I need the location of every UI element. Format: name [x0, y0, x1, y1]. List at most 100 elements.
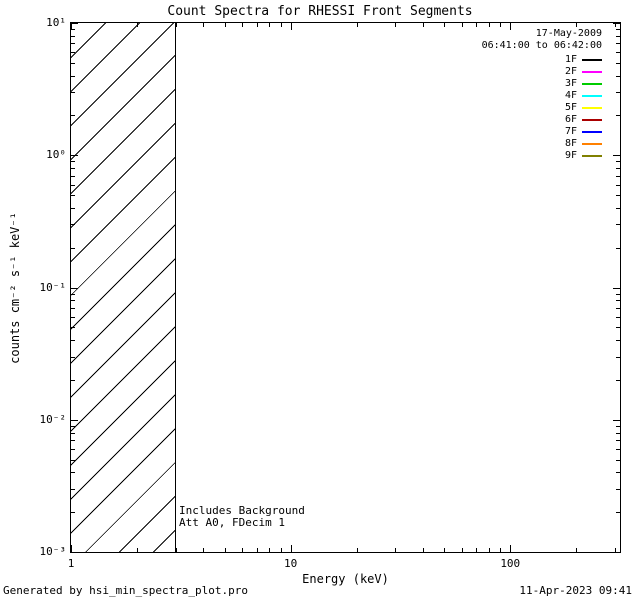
x-tick	[510, 23, 512, 30]
x-tick	[500, 23, 502, 27]
y-tick	[616, 449, 620, 451]
y-tick	[71, 247, 75, 249]
y-tick	[613, 23, 620, 24]
y-tick	[616, 247, 620, 249]
legend-entries: 1F 2F 3F 4F 5F 6F 7F 8F 9F	[482, 54, 602, 162]
x-tick	[615, 23, 617, 27]
y-tick	[616, 161, 620, 163]
y-tick	[616, 327, 620, 329]
y-tick	[71, 175, 75, 177]
y-tick	[613, 155, 620, 157]
y-tick	[71, 293, 75, 295]
legend-date: 17-May-2009	[535, 28, 602, 39]
x-tick	[241, 23, 243, 27]
x-tick	[576, 548, 578, 552]
x-tick	[137, 23, 139, 27]
y-tick	[616, 175, 620, 177]
x-tick	[461, 548, 463, 552]
x-tick-label: 10	[284, 557, 298, 570]
y-tick	[616, 316, 620, 318]
y-tick-label: 10⁻³	[39, 545, 67, 558]
x-tick	[444, 23, 446, 27]
y-tick	[71, 287, 78, 289]
y-tick	[71, 552, 78, 553]
y-tick	[616, 43, 620, 45]
y-tick-label: 10⁻¹	[39, 280, 67, 294]
footer-timestamp: 11-Apr-2023 09:41	[519, 584, 632, 597]
legend-entry-label: 7F	[564, 126, 577, 137]
legend-entry: 2F	[482, 66, 602, 78]
legend-entry-label: 3F	[564, 78, 577, 89]
legend-time-range: 06:41:00 to 06:42:00	[481, 40, 602, 51]
y-tick	[616, 92, 620, 94]
x-tick	[290, 545, 292, 552]
y-tick	[616, 184, 620, 186]
legend-color-line	[582, 107, 602, 109]
y-tick	[71, 168, 75, 170]
y-tick	[71, 425, 75, 427]
y-tick	[616, 340, 620, 342]
x-tick	[422, 548, 424, 552]
x-tick	[137, 548, 139, 552]
y-tick	[71, 115, 75, 117]
y-tick	[71, 52, 75, 54]
x-tick	[203, 23, 205, 27]
x-tick	[395, 23, 397, 27]
legend-color-line	[582, 131, 602, 133]
y-tick	[71, 155, 78, 157]
y-tick	[71, 327, 75, 329]
plot-area: 17-May-2009 06:41:00 to 06:42:00 1F 2F 3F 4…	[70, 22, 621, 553]
legend-entry-label: 9F	[564, 150, 577, 161]
x-tick	[615, 548, 617, 552]
y-tick	[71, 195, 75, 197]
legend-color-line	[582, 119, 602, 121]
legend-color-line	[582, 59, 602, 61]
chart-title: Count Spectra for RHESSI Front Segments	[167, 4, 473, 19]
x-tick	[224, 548, 226, 552]
y-tick	[71, 307, 75, 309]
x-tick	[356, 548, 358, 552]
x-tick	[476, 548, 478, 552]
legend-color-line	[582, 95, 602, 97]
x-tick	[500, 548, 502, 552]
legend-color-line	[582, 71, 602, 73]
x-tick-label: 1	[67, 557, 75, 570]
y-tick	[616, 75, 620, 77]
x-tick	[422, 23, 424, 27]
y-tick	[616, 379, 620, 381]
legend-entry-label: 1F	[564, 54, 577, 65]
x-tick	[71, 23, 72, 30]
y-tick	[71, 488, 75, 490]
legend-entry: 1F	[482, 54, 602, 66]
y-tick	[616, 459, 620, 461]
y-tick	[616, 300, 620, 302]
y-tick	[71, 472, 75, 474]
x-tick	[175, 23, 177, 27]
x-tick	[203, 548, 205, 552]
x-tick	[488, 23, 490, 27]
y-tick	[616, 62, 620, 64]
y-tick	[71, 419, 78, 421]
y-tick	[71, 449, 75, 451]
y-tick	[71, 440, 75, 442]
y-tick	[71, 340, 75, 342]
y-tick	[616, 356, 620, 358]
annotation-includes-background: Includes Background	[179, 504, 305, 517]
x-tick	[576, 23, 578, 27]
y-tick-label: 10¹	[46, 16, 66, 29]
y-tick	[616, 472, 620, 474]
y-tick	[71, 184, 75, 186]
y-tick	[616, 29, 620, 31]
legend-entry-label: 2F	[564, 66, 577, 77]
y-tick	[71, 23, 78, 24]
legend: 17-May-2009 06:41:00 to 06:42:00 1F 2F 3F 4…	[482, 28, 602, 162]
footer-generated-by: Generated by hsi_min_spectra_plot.pro	[3, 584, 249, 597]
y-tick	[616, 224, 620, 226]
x-tick	[395, 548, 397, 552]
x-tick	[356, 23, 358, 27]
legend-entry: 5F	[482, 102, 602, 114]
x-tick	[269, 23, 271, 27]
y-tick	[71, 207, 75, 209]
x-tick	[476, 23, 478, 27]
